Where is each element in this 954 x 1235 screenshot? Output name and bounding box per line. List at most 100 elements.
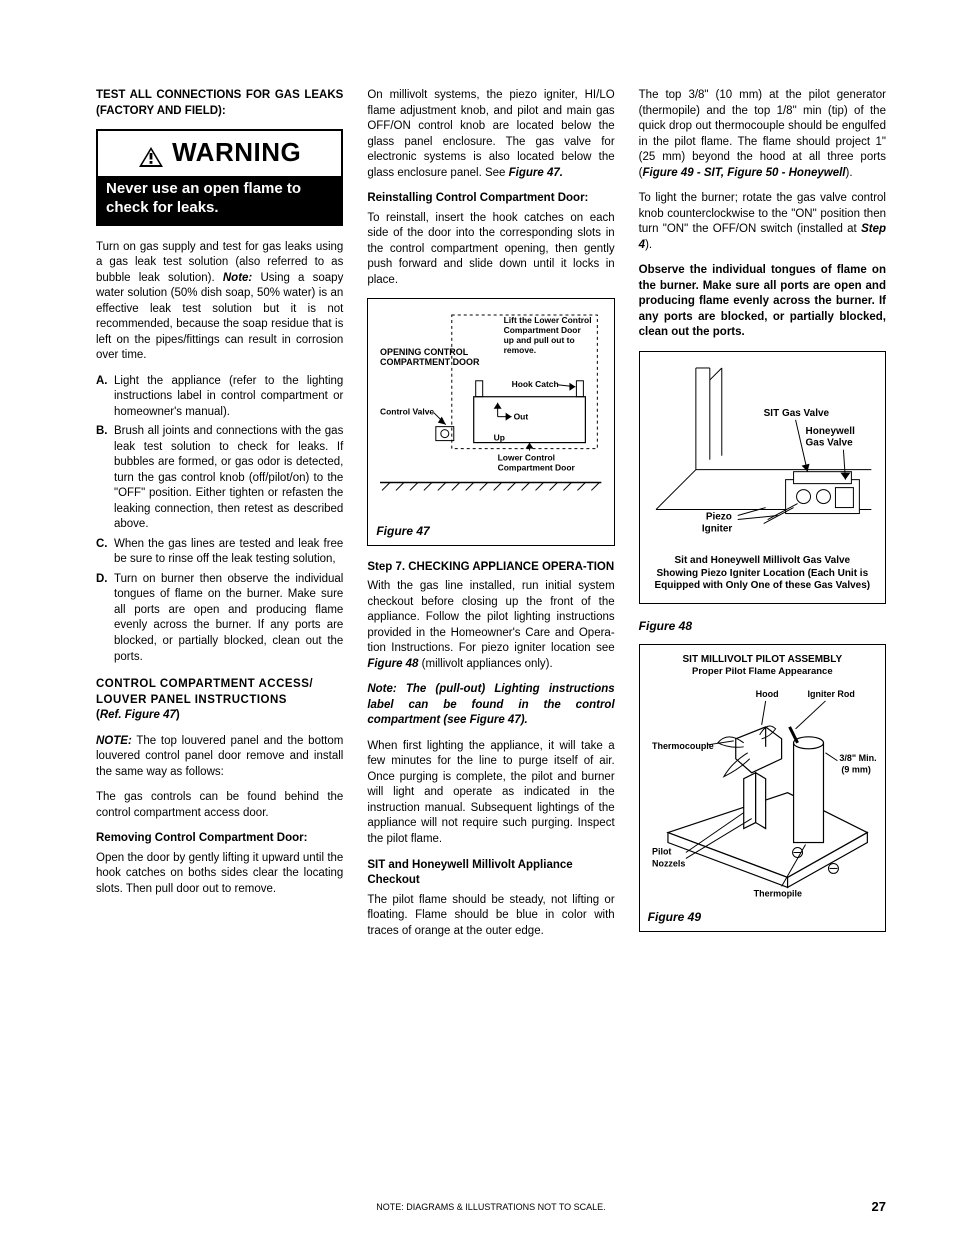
leak-test-paragraph: Turn on gas supply and test for gas leak… (96, 240, 343, 364)
warning-title-row: WARNING (98, 131, 341, 176)
pullout-note: Note: The (pull-out) Lighting instructio… (367, 682, 614, 729)
svg-text:Lower Control: Lower Control (498, 453, 555, 463)
list-letter: D. (96, 572, 114, 665)
svg-text:3/8" Min.: 3/8" Min. (839, 753, 876, 763)
svg-text:Gas Valve: Gas Valve (805, 437, 853, 448)
fig49-sub: Proper Pilot Flame Appearance (648, 666, 877, 679)
warning-icon (138, 142, 164, 164)
p1c: Using a soapy water solution (50% dish s… (96, 272, 343, 362)
page-number: 27 (872, 1198, 886, 1216)
f48c1: Sit and Honeywell Millivolt Gas Valve (652, 555, 873, 568)
list-item: D. Turn on burner then observe the indiv… (96, 572, 343, 665)
svg-text:OPENING CONTROL: OPENING CONTROL (380, 347, 469, 357)
svg-text:Honeywell: Honeywell (805, 426, 855, 437)
f48c2: Showing Piezo Igniter Location (Each Uni… (652, 568, 873, 581)
figure-49-caption: Figure 49 (648, 909, 877, 925)
svg-text:(9 mm): (9 mm) (841, 765, 870, 775)
pg-a: The top 3/8" (10 mm) at the pilot genera… (639, 89, 886, 179)
compartment-ref: (Ref. Figure 47) (96, 708, 343, 724)
gas-leak-heading: TEST ALL CONNECTIONS FOR GAS LEAKS (FACT… (96, 88, 343, 119)
mv-p1b: Figure 47. (509, 167, 563, 179)
figure-48-svg: SIT Gas Valve Honeywell Gas Valve Piezo … (648, 360, 877, 549)
svg-text:Thermocouple: Thermocouple (652, 741, 714, 751)
svg-text:SIT Gas Valve: SIT Gas Valve (763, 408, 829, 419)
pg-c: ). (846, 167, 853, 179)
svg-text:Igniter Rod: Igniter Rod (807, 689, 854, 699)
svg-text:Igniter: Igniter (702, 523, 733, 534)
footer-note: NOTE: DIAGRAMS & ILLUSTRATIONS NOT TO SC… (376, 1201, 605, 1213)
page-footer: NOTE: DIAGRAMS & ILLUSTRATIONS NOT TO SC… (96, 1201, 886, 1213)
list-item: C.When the gas lines are tested and leak… (96, 537, 343, 568)
figure-47-box: OPENING CONTROL COMPARTMENT DOOR Lift th… (367, 298, 614, 546)
removing-door-head: Removing Control Compartment Door: (96, 831, 343, 847)
note-body: The top louvered panel and the bottom lo… (96, 735, 343, 778)
warning-subtitle: Never use an open flame to check for lea… (98, 176, 341, 224)
s7a: With the gas line installed, run initial… (367, 580, 614, 654)
millivolt-paragraph: On millivolt systems, the piezo igniter,… (367, 88, 614, 181)
page-columns: TEST ALL CONNECTIONS FOR GAS LEAKS (FACT… (96, 88, 886, 949)
svg-text:Thermopile: Thermopile (753, 889, 801, 899)
svg-text:Piezo: Piezo (705, 511, 731, 522)
note-paragraph: NOTE: The top louvered panel and the bot… (96, 734, 343, 781)
pilot-gen-paragraph: The top 3/8" (10 mm) at the pilot genera… (639, 88, 886, 181)
figure-48-caption: Figure 48 (639, 618, 886, 634)
step7-p1: With the gas line installed, run initial… (367, 579, 614, 672)
ref-paren-close: ) (176, 709, 180, 721)
column-3: The top 3/8" (10 mm) at the pilot genera… (639, 88, 886, 949)
list-item: A.Light the appliance (refer to the ligh… (96, 374, 343, 421)
fig49-title: SIT MILLIVOLT PILOT ASSEMBLY (648, 653, 877, 667)
warning-title: WARNING (172, 135, 301, 170)
figure-48-box: SIT Gas Valve Honeywell Gas Valve Piezo … (639, 351, 886, 604)
column-2: On millivolt systems, the piezo igniter,… (367, 88, 614, 949)
reinstall-head: Reinstalling Control Compartment Door: (367, 191, 614, 207)
svg-text:Hood: Hood (755, 689, 778, 699)
list-text: When the gas lines are tested and leak f… (114, 537, 343, 568)
purge-paragraph: When first lighting the appliance, it wi… (367, 739, 614, 848)
svg-text:Nozzels: Nozzels (652, 859, 685, 869)
figure-48-inner-caption: Sit and Honeywell Millivolt Gas Valve Sh… (652, 555, 873, 593)
controls-location: The gas controls can be found behind the… (96, 790, 343, 821)
list-text: Light the appliance (refer to the lighti… (114, 374, 343, 421)
compartment-heading: CONTROL COMPARTMENT ACCESS/ LOUVER PANEL… (96, 677, 343, 708)
s7c: (millivolt appliances only). (418, 658, 552, 670)
reinstall-body: To reinstall, insert the hook catches on… (367, 211, 614, 289)
svg-text:remove.: remove. (504, 345, 536, 355)
figure-49-svg: Hood Igniter Rod Thermocouple 3/8" Min. … (648, 683, 877, 902)
f48c3: Equipped with Only One of these Gas Valv… (652, 580, 873, 593)
svg-text:Out: Out (514, 412, 529, 422)
pg-b: Figure 49 - SIT, Figure 50 - Honeywell (643, 167, 846, 179)
removing-door-body: Open the door by gently lifting it upwar… (96, 851, 343, 898)
figure-49-box: SIT MILLIVOLT PILOT ASSEMBLY Proper Pilo… (639, 644, 886, 932)
checkout-head: SIT and Honeywell Millivolt Appliance Ch… (367, 858, 614, 889)
svg-text:COMPARTMENT DOOR: COMPARTMENT DOOR (380, 357, 480, 367)
svg-text:Up: Up (494, 433, 505, 443)
note-label: NOTE: (96, 735, 132, 747)
lb-c: ). (645, 239, 652, 251)
warning-box: WARNING Never use an open flame to check… (96, 129, 343, 226)
list-letter: B. (96, 424, 114, 533)
figure-47-caption: Figure 47 (376, 523, 605, 539)
list-text: Brush all joints and connections with th… (114, 424, 343, 533)
s7b: Figure 48 (367, 658, 418, 670)
svg-text:Lift the Lower Control: Lift the Lower Control (504, 315, 592, 325)
svg-text:Hook Catch: Hook Catch (512, 379, 559, 389)
step7-head: Step 7. CHECKING APPLIANCE OPERA-TION (367, 560, 614, 576)
ref-fig: Ref. Figure 47 (100, 709, 176, 721)
svg-text:Compartment Door: Compartment Door (498, 463, 576, 473)
column-1: TEST ALL CONNECTIONS FOR GAS LEAKS (FACT… (96, 88, 343, 949)
checkout-body: The pilot flame should be steady, not li… (367, 893, 614, 940)
p1-note-label: Note: (223, 272, 252, 284)
svg-text:up and pull out to: up and pull out to (504, 335, 575, 345)
observe-paragraph: Observe the individual tongues of flame … (639, 263, 886, 341)
compartment-heading-block: CONTROL COMPARTMENT ACCESS/ LOUVER PANEL… (96, 677, 343, 724)
light-burner-paragraph: To light the burner; rotate the gas valv… (639, 191, 886, 253)
svg-text:Compartment Door: Compartment Door (504, 325, 582, 335)
svg-text:Pilot: Pilot (652, 847, 671, 857)
figure-47-svg: OPENING CONTROL COMPARTMENT DOOR Lift th… (376, 307, 605, 516)
lettered-list: A.Light the appliance (refer to the ligh… (96, 374, 343, 665)
list-text: Turn on burner then observe the individu… (114, 572, 343, 665)
mv-p1a: On millivolt systems, the piezo igniter,… (367, 89, 614, 179)
svg-text:Control Valve: Control Valve (380, 407, 434, 417)
list-item: B.Brush all joints and connections with … (96, 424, 343, 533)
lb-a: To light the burner; rotate the gas valv… (639, 192, 886, 235)
